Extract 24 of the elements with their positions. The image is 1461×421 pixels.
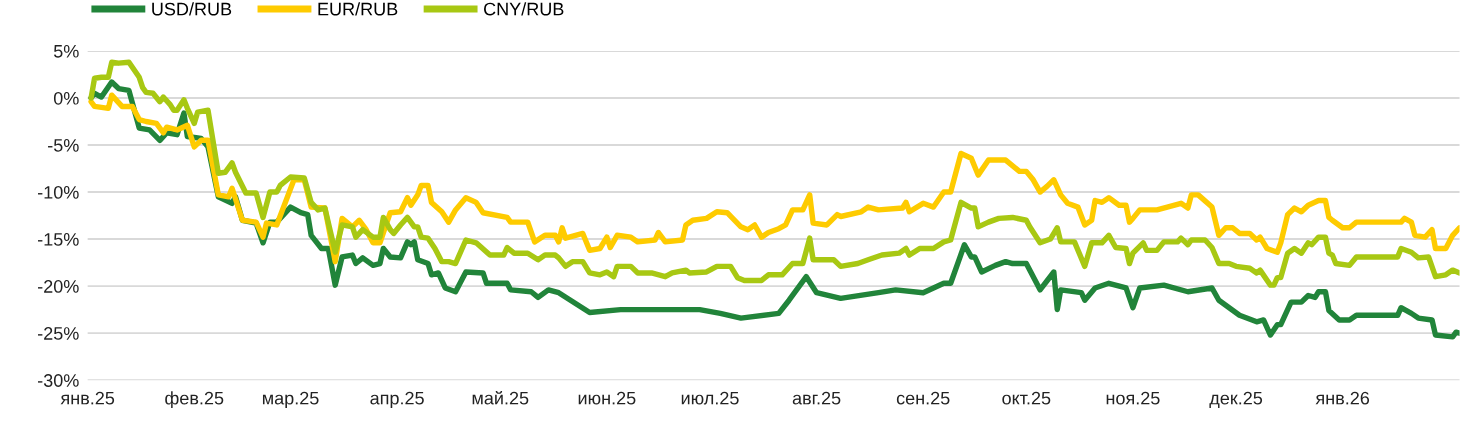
x-tick-label: май.25 xyxy=(472,390,529,405)
y-tick-label: 0% xyxy=(53,91,79,105)
legend-label: EUR/RUB xyxy=(318,2,398,16)
x-tick-label: окт.25 xyxy=(1002,391,1051,405)
y-tick-label: -15% xyxy=(37,233,79,246)
legend-label: USD/RUB xyxy=(152,2,232,16)
y-tick-label: -5% xyxy=(48,139,79,152)
x-tick-label: апр.25 xyxy=(370,391,424,409)
y-tick-label: 5% xyxy=(53,44,79,58)
x-tick-label: фев.25 xyxy=(165,391,224,409)
y-tick-label: -30% xyxy=(37,374,79,387)
x-tick-label: сен.25 xyxy=(896,391,950,405)
x-tick-label: дек.25 xyxy=(1209,391,1263,408)
y-tick-label: -20% xyxy=(37,280,79,293)
legend-label: CNY/RUB xyxy=(484,2,564,16)
x-tick-label: ноя.25 xyxy=(1106,391,1160,405)
y-tick-label: -10% xyxy=(37,185,79,199)
y-tick-label: -25% xyxy=(37,327,79,340)
x-tick-label: янв.26 xyxy=(1315,391,1370,405)
x-tick-label: янв.25 xyxy=(60,391,115,405)
x-tick-label: июл.25 xyxy=(681,391,739,405)
x-tick-label: июн.25 xyxy=(578,391,636,405)
x-tick-label: мар.25 xyxy=(262,391,319,409)
x-tick-label: авг.25 xyxy=(792,391,841,405)
